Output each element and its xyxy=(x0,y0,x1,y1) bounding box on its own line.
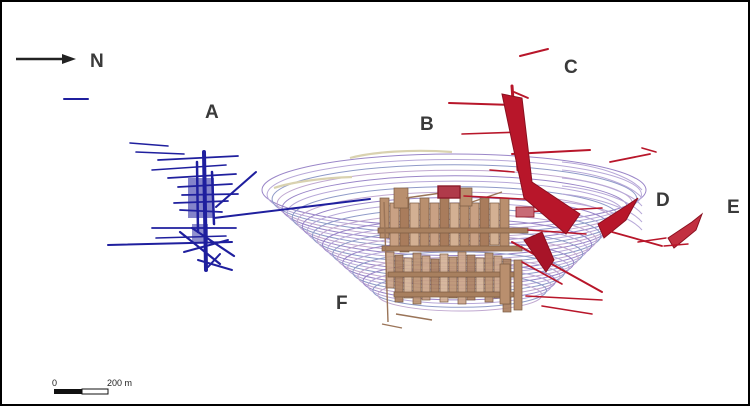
stope-panel xyxy=(389,202,400,251)
stope-panel xyxy=(449,202,460,248)
stope-panel xyxy=(429,202,440,249)
zone-e-workings xyxy=(663,212,704,249)
zone-e-label: E xyxy=(727,197,740,218)
stope-panel xyxy=(419,197,430,252)
pit-contour-ring xyxy=(561,201,643,231)
stope-panel xyxy=(499,263,511,305)
stope-level-slab xyxy=(381,245,523,252)
pit-contour-ring xyxy=(561,185,643,215)
pit-contour-ring xyxy=(561,193,643,223)
zone-f-label: F xyxy=(336,293,348,314)
north-label: N xyxy=(90,51,104,72)
zone-c-workings xyxy=(448,48,657,315)
stope-panel xyxy=(448,256,458,299)
stope-level-slab xyxy=(377,227,529,234)
stope-panel xyxy=(439,197,450,251)
zone-a-label: A xyxy=(205,102,219,123)
stope-panel xyxy=(439,253,449,303)
stope-panel xyxy=(421,255,431,301)
stope-panel xyxy=(403,257,413,299)
stope-panel xyxy=(394,254,404,303)
scale-bar xyxy=(54,388,109,395)
north-arrow-icon xyxy=(16,54,76,64)
zone-d-workings xyxy=(597,197,667,247)
stope-level-slab xyxy=(393,291,515,298)
stope-panel xyxy=(409,202,420,250)
stope-panel xyxy=(479,197,490,249)
pit-contour-ring xyxy=(561,177,643,207)
stope-panel xyxy=(412,252,422,305)
stope-panel xyxy=(430,258,440,297)
zone-c-label: C xyxy=(564,57,578,78)
zone-f-stopes xyxy=(377,187,529,313)
zone-d-label: D xyxy=(656,190,670,211)
stope-level-slab xyxy=(387,271,519,278)
scale-end-label: 200 m xyxy=(107,378,133,388)
stope-panel xyxy=(499,197,510,248)
zone-a-workings xyxy=(63,98,371,272)
stope-panel xyxy=(466,254,476,301)
stope-panel xyxy=(393,187,409,209)
pit-contour-ring xyxy=(561,169,643,199)
stope-panel xyxy=(457,251,467,305)
stope-panel xyxy=(513,259,523,311)
pit-rim-highlights xyxy=(273,149,453,190)
stope-panel xyxy=(489,202,500,246)
scale-start-label: 0 xyxy=(52,378,58,388)
zone-b-label: B xyxy=(420,114,434,135)
stope-panel xyxy=(469,202,480,247)
stope-panel xyxy=(484,252,494,303)
pit-contour-ring xyxy=(561,161,643,191)
